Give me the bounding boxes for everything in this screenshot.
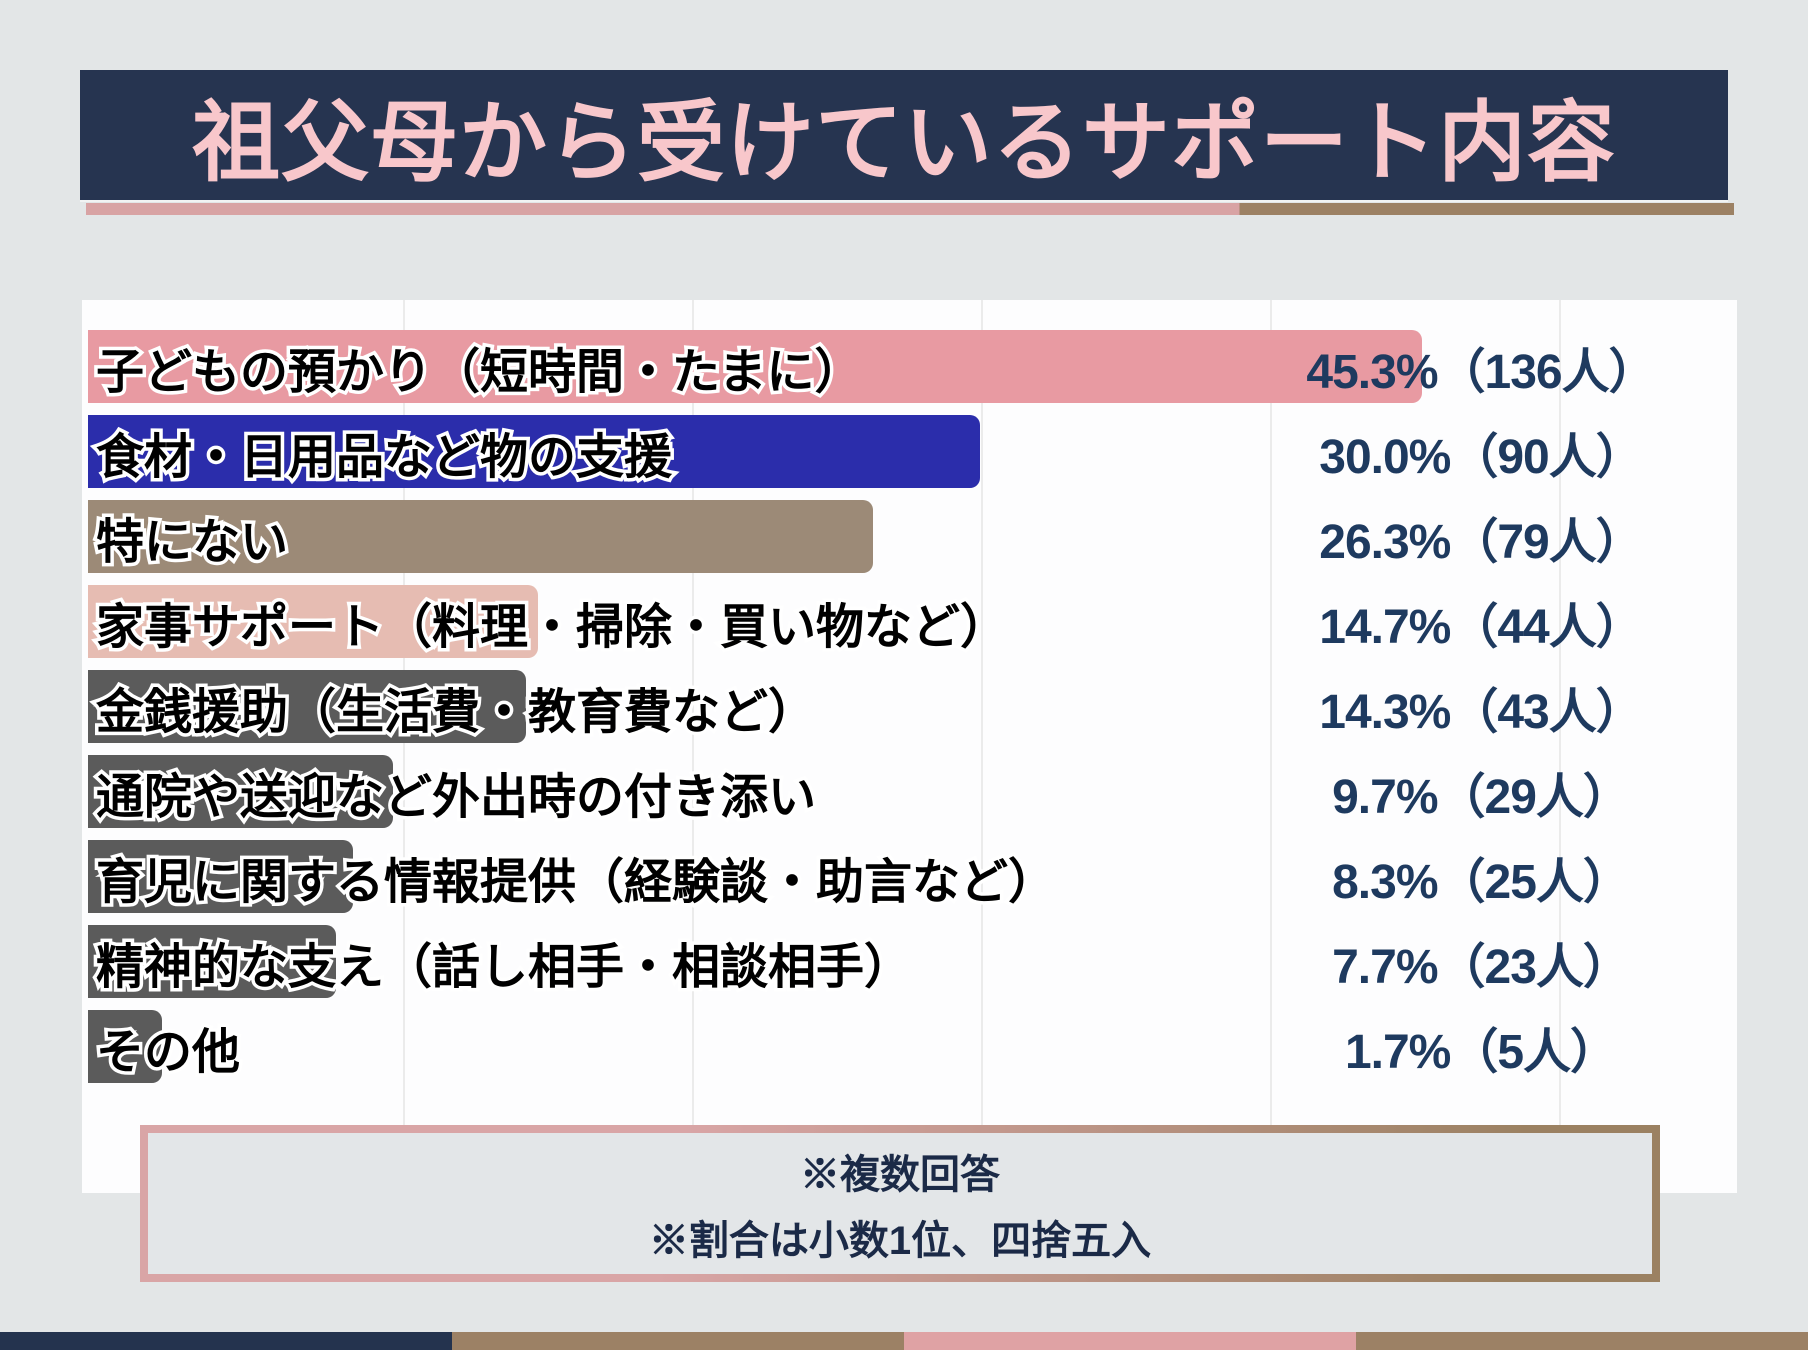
- bar-value: 30.0%（90人）: [1319, 430, 1644, 484]
- chart-row: その他 1.7%（5人）: [82, 1010, 1737, 1083]
- header-bar: 祖父母から受けているサポート内容: [80, 70, 1728, 200]
- notes-box: ※複数回答 ※割合は小数1位、四捨五入: [140, 1125, 1660, 1282]
- title-underline: [86, 203, 1734, 215]
- bar: [88, 755, 394, 828]
- stripe-segment: [0, 1332, 452, 1350]
- chart-row: 子どもの預かり（短時間・たまに） 45.3%（136人）: [82, 330, 1737, 403]
- bar-label: 育児に関する情報提供（経験談・助言など）: [92, 852, 1059, 912]
- chart-row: 家事サポート（料理・掃除・買い物など） 14.7%（44人）: [82, 585, 1737, 658]
- chart-panel: 子どもの預かり（短時間・たまに） 45.3%（136人） 食材・日用品など物の支…: [82, 300, 1737, 1193]
- chart-row: 金銭援助（生活費・教育費など） 14.3%（43人）: [82, 670, 1737, 743]
- gridline: [692, 300, 694, 1193]
- bar: [88, 925, 336, 998]
- chart-row: 食材・日用品など物の支援 30.0%（90人）: [82, 415, 1737, 488]
- gridline: [403, 300, 405, 1193]
- footer-stripe: [0, 1332, 1808, 1350]
- bar: [88, 500, 874, 573]
- bar-value: 8.3%（25人）: [1332, 855, 1631, 909]
- bar: [88, 840, 353, 913]
- bar: [88, 670, 527, 743]
- bar-value: 14.3%（43人）: [1319, 685, 1644, 739]
- chart-row: 精神的な支え（話し相手・相談相手） 7.7%（23人）: [82, 925, 1737, 998]
- bar-label: その他: [92, 1022, 243, 1082]
- bar-label: 通院や送迎など外出時の付き添い: [92, 767, 819, 827]
- bar: [88, 585, 538, 658]
- bar-value: 45.3%（136人）: [1306, 345, 1656, 399]
- bar: [88, 1010, 163, 1083]
- chart-row: 育児に関する情報提供（経験談・助言など） 8.3%（25人）: [82, 840, 1737, 913]
- bar-value: 7.7%（23人）: [1332, 940, 1631, 994]
- note-line-2: ※割合は小数1位、四捨五入: [648, 1218, 1152, 1263]
- stripe-segment: [1356, 1332, 1808, 1350]
- bar-label: 金銭援助（生活費・教育費など）: [92, 682, 819, 742]
- bar: [88, 415, 980, 488]
- stripe-segment: [452, 1332, 904, 1350]
- note-line-1: ※複数回答: [800, 1152, 1000, 1197]
- bar-label: 子どもの預かり（短時間・たまに）: [93, 342, 867, 402]
- chart-row: 通院や送迎など外出時の付き添い 9.7%（29人）: [82, 755, 1737, 828]
- chart-row: 特にない 26.3%（79人）: [82, 500, 1737, 573]
- bar-value: 9.7%（29人）: [1332, 770, 1631, 824]
- bar: [88, 330, 1423, 403]
- gridline: [1270, 300, 1272, 1193]
- bar-label: 特にない: [92, 512, 291, 572]
- gridline: [981, 300, 983, 1193]
- stripe-segment: [904, 1332, 1356, 1350]
- bar-label: 家事サポート（料理・掃除・買い物など）: [92, 597, 1011, 657]
- bar-value: 1.7%（5人）: [1344, 1025, 1618, 1079]
- page-title: 祖父母から受けているサポート内容: [191, 92, 1616, 192]
- bar-value: 26.3%（79人）: [1319, 515, 1644, 569]
- bar-label: 食材・日用品など物の支援: [92, 427, 675, 487]
- gridline: [1559, 300, 1561, 1193]
- bar-label: 精神的な支え（話し相手・相談相手）: [92, 937, 915, 997]
- bar-value: 14.7%（44人）: [1319, 600, 1644, 654]
